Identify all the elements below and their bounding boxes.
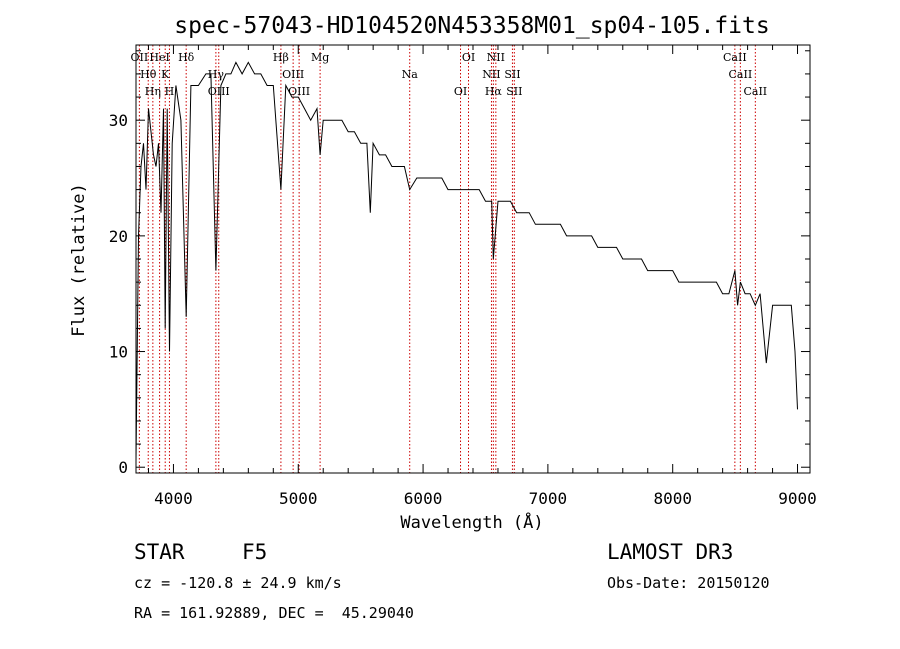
line-marker-label: Mg — [311, 51, 329, 64]
x-axis-label: Wavelength (Å) — [400, 511, 543, 533]
line-marker-label: OII — [131, 51, 149, 64]
x-tick-label: 9000 — [778, 489, 817, 508]
spectrum-line — [135, 61, 798, 462]
x-tick-label: 8000 — [653, 489, 692, 508]
line-marker-label: NII — [482, 68, 500, 81]
x-tick-label: 6000 — [404, 489, 443, 508]
obs-date: Obs-Date: 20150120 — [607, 574, 770, 592]
line-marker-label: Hγ — [208, 68, 225, 81]
line-marker-label: SII — [504, 68, 520, 81]
line-marker-labels: OII Hθ Hη HeI KH Hδ Hγ OIII Hβ OIII OIII Mg Na OI OI NI… — [131, 51, 768, 98]
line-marker-label: OI — [462, 51, 475, 64]
x-tick-label: 7000 — [529, 489, 568, 508]
line-marker-label: OIII — [208, 85, 230, 98]
y-axis-ticks: 0 10 20 30 — [109, 50, 810, 477]
y-tick-label: 10 — [109, 343, 128, 362]
x-axis-ticks: 4000 5000 6000 7000 8000 9000 — [147, 45, 817, 508]
coordinates: RA = 161.92889, DEC = 45.29040 — [134, 604, 414, 622]
y-tick-label: 20 — [109, 227, 128, 246]
line-marker-label: H — [165, 85, 175, 98]
line-marker-label: Hη — [145, 85, 161, 98]
y-tick-label: 0 — [118, 458, 128, 477]
line-marker-label: Hθ — [140, 68, 157, 81]
line-marker-label: Na — [402, 68, 419, 81]
line-marker-label: NII — [487, 51, 505, 64]
line-marker-label: CaII — [743, 85, 767, 98]
line-marker-label: OIII — [282, 68, 304, 81]
x-tick-label: 5000 — [279, 489, 318, 508]
y-tick-label: 30 — [109, 111, 128, 130]
redshift-readout: cz = -120.8 ± 24.9 km/s — [134, 574, 342, 592]
line-marker-label: HeI — [149, 51, 169, 64]
line-marker-label: Hδ — [178, 51, 195, 64]
line-marker-label: SII — [506, 85, 522, 98]
chart-title: spec-57043-HD104520N453358M01_sp04-105.f… — [174, 13, 769, 39]
plot-frame — [135, 44, 811, 474]
line-marker-label: K — [161, 68, 170, 81]
line-marker-label: OIII — [288, 85, 310, 98]
line-markers — [138, 45, 756, 473]
line-marker-label: Hα — [485, 85, 503, 98]
object-class: STAR — [134, 540, 185, 564]
survey-name: LAMOST DR3 — [607, 540, 734, 564]
line-marker-label: OI — [454, 85, 467, 98]
object-subclass: F5 — [242, 540, 268, 564]
line-marker-label: CaII — [723, 51, 747, 64]
line-marker-label: CaII — [729, 68, 753, 81]
x-tick-label: 4000 — [154, 489, 193, 508]
y-axis-label: Flux (relative) — [69, 183, 89, 337]
line-marker-label: Hβ — [273, 51, 289, 64]
